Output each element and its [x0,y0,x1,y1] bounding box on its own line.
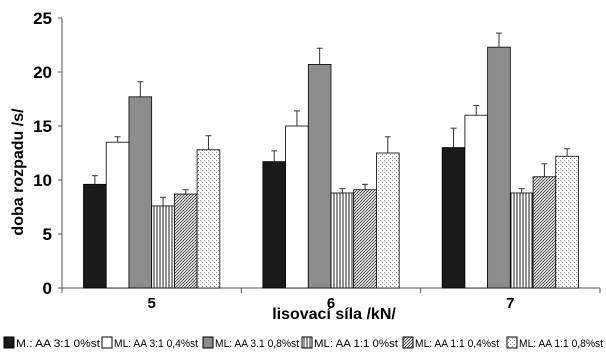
x-tick-label: 6 [327,295,335,312]
bar [555,155,579,289]
y-tick-label: 5 [43,225,52,244]
bar [441,147,466,289]
y-tick-label: 15 [33,117,52,136]
bar [376,152,400,289]
bar [285,125,309,289]
bar [464,114,489,289]
bar [330,192,355,289]
y-tick-label: 10 [33,171,52,190]
bar [353,189,377,289]
bar [262,161,286,289]
legend-swatch [101,336,113,349]
x-tick-label: 5 [147,295,155,312]
x-tick-label: 7 [506,295,514,312]
bar [105,141,130,289]
y-tick-label: 25 [33,9,52,28]
legend-label: ML: AA 3:1 0,4%st [114,338,198,350]
error-bars [91,32,571,206]
legend-label: ML: AA 1:1 0,4%st [415,338,499,350]
legend-swatch [202,336,214,349]
bar [307,64,332,289]
legend-swatch [301,336,313,349]
legend-label: M.: AA 3:1 0%st [16,338,100,350]
y-axis: 0 5 10 15 20 25 [33,9,63,298]
legend-label: ML: AA 3.1 0,8%st [215,338,299,350]
y-axis-label: doba rozpadu /s/ [10,108,27,236]
bar [128,96,153,289]
bar [83,183,107,289]
bar [487,46,511,289]
x-axis-label: lisovací síla /kN/ [272,306,396,323]
bar [509,192,534,289]
y-tick-label: 0 [43,279,52,298]
legend: M.: AA 3:1 0%st ML: AA 3:1 0,4%st ML: AA 3… [3,336,603,350]
legend-swatch [402,336,414,349]
bar [532,176,557,289]
legend-label: ML: AA 1:1 0%st [314,338,398,350]
bars [83,46,579,289]
bar [196,149,221,289]
legend-swatch [3,336,15,349]
y-tick-label: 20 [33,63,52,82]
legend-swatch [506,336,518,349]
bar [173,193,198,289]
bar [151,205,175,289]
legend-label: ML: AA 1:1 0,8%st [519,338,603,350]
